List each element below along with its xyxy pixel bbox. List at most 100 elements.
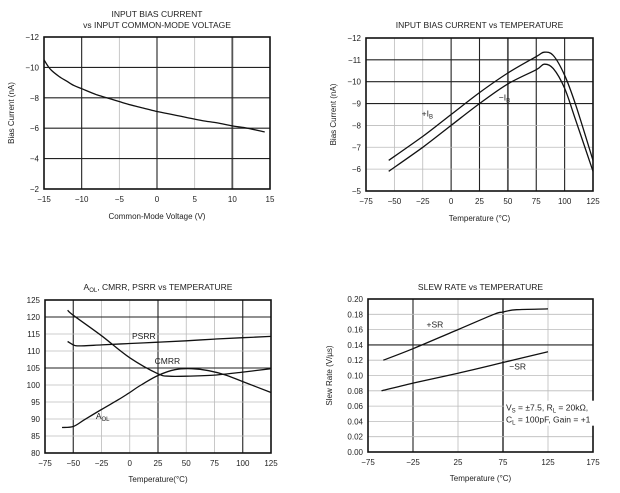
y-tick-label: 125 [27, 296, 41, 305]
y-tick-label: 0.00 [347, 448, 363, 457]
x-tick-label: 25 [154, 459, 163, 468]
x-tick-label: 0 [155, 195, 160, 204]
series-label-text: +I [422, 109, 429, 119]
title-part: A [84, 282, 90, 292]
series-label-subscript: B [506, 98, 510, 104]
y-axis-label: Bias Current (nA) [329, 83, 338, 145]
x-tick-label: 125 [264, 459, 278, 468]
y-tick-label: 0.18 [347, 310, 363, 319]
x-tick-label: 175 [586, 458, 600, 467]
y-tick-label: 85 [31, 432, 40, 441]
annotation-text: = 100pF, Gain = +1 [515, 415, 590, 425]
series-label: CMRR [155, 356, 181, 366]
x-tick-label: 125 [541, 458, 555, 467]
plot-frame [367, 298, 594, 453]
x-tick-label: 5 [192, 195, 197, 204]
y-tick-label: 0.06 [347, 402, 363, 411]
y-tick-label: 120 [27, 313, 41, 322]
series-label-subscript: OL [102, 417, 111, 423]
title-part: , CMRR, PSRR vs TEMPERATURE [97, 282, 233, 292]
y-tick-label: −12 [25, 33, 39, 42]
y-tick-label: 100 [27, 381, 41, 390]
x-tick-label: −25 [406, 458, 420, 467]
x-tick-label: 100 [558, 197, 572, 206]
x-tick-label: 25 [475, 197, 484, 206]
chart-title: INPUT BIAS CURRENT vs TEMPERATURE [396, 20, 564, 30]
x-tick-label: −15 [37, 195, 51, 204]
x-tick-label: −25 [95, 459, 109, 468]
x-tick-label: 25 [454, 458, 463, 467]
series-label-text: −I [499, 92, 506, 102]
annotation-line: VS = ±7.5, RL = 20kΩ, [506, 403, 588, 415]
plot-frame [44, 299, 272, 454]
y-tick-label: −8 [352, 121, 362, 130]
plot-frame [43, 36, 271, 190]
x-tick-label: 0 [128, 459, 133, 468]
y-axis-label: Slew Rate (V/µs) [325, 345, 334, 406]
y-axis-label: Bias Current (nA) [7, 82, 16, 144]
y-tick-label: 0.02 [347, 433, 363, 442]
series-label: −IB [499, 92, 510, 104]
series-label-subscript: B [429, 115, 433, 121]
y-tick-label: −11 [348, 56, 362, 65]
y-tick-label: 0.20 [347, 295, 363, 304]
series-label: +IB [422, 109, 433, 121]
chart-slew-rate-vs-temperature: SLEW RATE vs TEMPERATURE −75 −25 25 75 125 175… [325, 282, 600, 483]
series-label-text: CMRR [155, 356, 181, 366]
x-axis-label: Temperature (°C) [450, 474, 512, 483]
y-tick-label: −5 [352, 187, 362, 196]
x-tick-label: −5 [115, 195, 125, 204]
y-tick-label: −10 [25, 63, 39, 72]
y-tick-label: 90 [31, 415, 40, 424]
series-label-text: PSRR [132, 331, 156, 341]
x-tick-label: 75 [532, 197, 541, 206]
series-label-text: A [96, 411, 102, 421]
chart-title: AOL, CMRR, PSRR vs TEMPERATURE [84, 282, 233, 294]
y-tick-label: 95 [31, 398, 40, 407]
y-tick-label: 105 [27, 364, 41, 373]
y-tick-label: 0.04 [347, 417, 363, 426]
x-axis-label: Temperature (°C) [449, 214, 511, 223]
series-line-cmrr [67, 309, 272, 378]
y-tick-label: 0.10 [347, 372, 363, 381]
y-tick-label: −7 [352, 143, 362, 152]
x-tick-label: 15 [266, 195, 275, 204]
x-tick-label: 125 [586, 197, 600, 206]
series-label: −SR [509, 361, 526, 371]
annotation-text: C [506, 415, 512, 425]
x-tick-label: −75 [38, 459, 52, 468]
series-label: PSRR [132, 331, 156, 341]
y-tick-label: 115 [27, 330, 40, 339]
y-tick-label: 0.16 [347, 326, 363, 335]
x-tick-label: 10 [228, 195, 237, 204]
y-tick-label: 0.12 [347, 356, 363, 365]
annotation-subscript: L [553, 409, 557, 415]
x-tick-label: 50 [182, 459, 191, 468]
series-line-sr [383, 308, 549, 361]
y-tick-label: −10 [347, 78, 361, 87]
chart-title: INPUT BIAS CURRENT [112, 9, 203, 19]
series-line-ib [388, 63, 594, 172]
y-tick-label: 0.08 [347, 387, 363, 396]
title-subscript: OL [89, 288, 98, 294]
x-axis-label: Common-Mode Voltage (V) [109, 212, 206, 221]
annotation-text: = 20kΩ, [556, 403, 588, 413]
x-tick-label: −25 [416, 197, 430, 206]
y-tick-label: 110 [27, 347, 40, 356]
y-tick-label: −9 [352, 100, 362, 109]
x-tick-label: 100 [236, 459, 250, 468]
x-tick-label: −75 [361, 458, 375, 467]
chart-title: SLEW RATE vs TEMPERATURE [418, 282, 543, 292]
annotation-subscript: L [512, 421, 516, 427]
y-tick-label: 80 [31, 449, 40, 458]
y-tick-label: −12 [347, 34, 361, 43]
y-tick-label: 0.14 [347, 341, 363, 350]
series-line-psrr [67, 335, 272, 347]
series-label-text: +SR [427, 319, 444, 329]
x-tick-label: 75 [210, 459, 219, 468]
y-tick-label: −2 [30, 185, 40, 194]
annotation-background [504, 400, 598, 426]
y-tick-label: −4 [30, 155, 40, 164]
